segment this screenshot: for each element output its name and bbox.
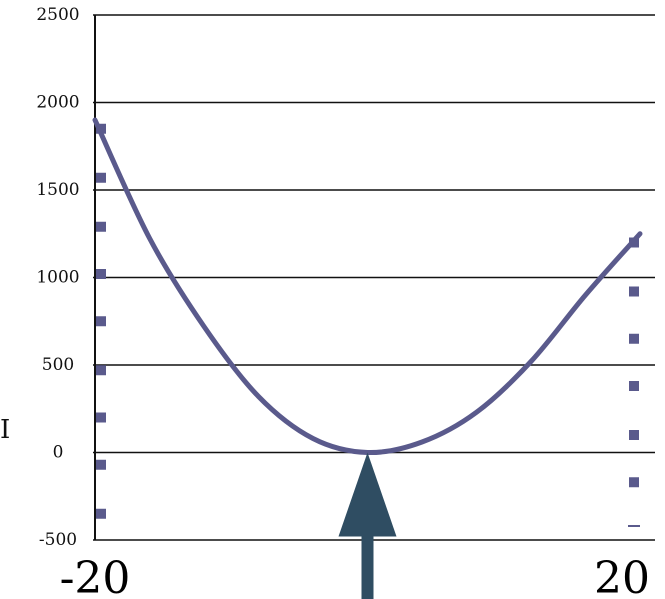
marker-point bbox=[629, 381, 639, 391]
gridlines bbox=[93, 14, 655, 541]
marker-point bbox=[96, 459, 106, 470]
marker-point bbox=[96, 365, 106, 376]
y-tick-label: 500 bbox=[42, 355, 74, 375]
marker-point bbox=[629, 286, 639, 297]
arrow-head bbox=[338, 452, 397, 537]
arrow-shaft bbox=[361, 532, 374, 599]
x-tick-labels: -20 20 bbox=[60, 553, 650, 599]
series-curve bbox=[92, 117, 643, 456]
marker-point bbox=[629, 333, 639, 344]
x-tick-label: -20 bbox=[60, 553, 131, 599]
y-tick-label: 0 bbox=[53, 443, 64, 463]
marker-point bbox=[629, 477, 639, 488]
marker-point bbox=[96, 269, 106, 279]
arrow-annotation bbox=[338, 452, 397, 599]
marker-point bbox=[96, 412, 106, 423]
marker-point bbox=[96, 221, 106, 232]
y-tick-label: 1000 bbox=[36, 268, 79, 288]
marker-point bbox=[96, 508, 106, 519]
marker-point bbox=[628, 525, 640, 527]
y-tick-label: 1500 bbox=[36, 180, 79, 200]
y-tick-label: -500 bbox=[39, 530, 77, 550]
marker-point bbox=[629, 430, 639, 440]
marker-point bbox=[96, 172, 106, 183]
x-tick-label: 20 bbox=[594, 553, 650, 599]
marker-point bbox=[96, 316, 106, 327]
y-tick-labels: 2500 2000 1500 1000 500 0 -500 bbox=[36, 5, 79, 550]
y-tick-label: 2500 bbox=[36, 5, 79, 25]
edge-character: I bbox=[0, 415, 10, 445]
y-tick-label: 2000 bbox=[36, 93, 79, 113]
